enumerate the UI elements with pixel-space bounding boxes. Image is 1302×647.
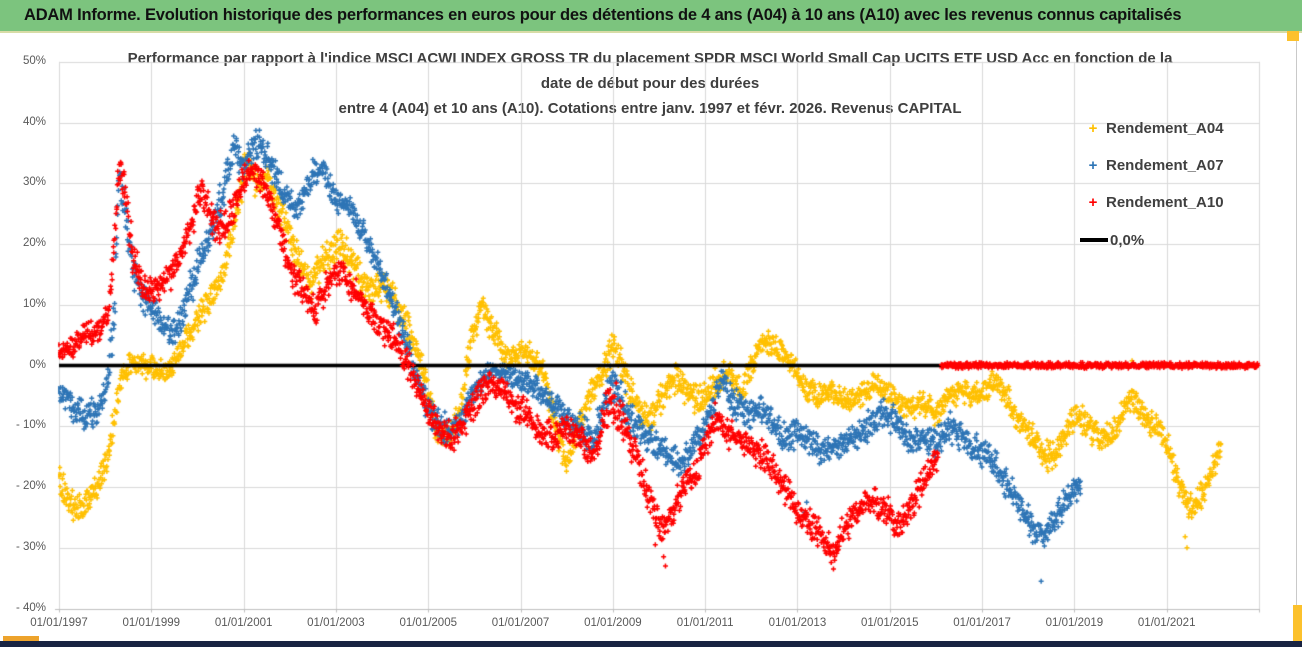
- legend-item-rendement-a10: + Rendement_A10: [1080, 192, 1224, 212]
- x-tick-label: 01/01/2021: [1137, 616, 1196, 629]
- x-tick-label: 01/01/2001: [214, 616, 273, 629]
- x-tick-label: 01/01/1997: [30, 616, 88, 629]
- legend-item-rendement-a07: + Rendement_A07: [1080, 155, 1224, 175]
- chart-border-line: [1296, 33, 1297, 605]
- y-tick-label: 10%: [22, 297, 46, 310]
- y-tick-label: - 20%: [15, 480, 46, 492]
- x-tick-label: 01/01/2007: [491, 616, 550, 629]
- y-tick-label: 0%: [29, 358, 46, 371]
- legend-zero-line-swatch: [1080, 238, 1108, 242]
- y-tick-label: - 40%: [15, 601, 46, 614]
- legend-label: Rendement_A07: [1106, 156, 1224, 174]
- y-tick-label: - 30%: [15, 540, 46, 553]
- y-tick-label: - 10%: [15, 419, 46, 432]
- y-tick-label: 20%: [22, 237, 46, 249]
- x-tick-label: 01/01/2003: [307, 616, 365, 629]
- y-tick-label: 40%: [22, 115, 46, 128]
- legend-plus-marker-icon: +: [1088, 193, 1098, 211]
- x-tick-label: 01/01/2017: [953, 616, 1011, 629]
- legend-item-rendement-a04: + Rendement_A04: [1080, 118, 1224, 138]
- x-tick-label: 01/01/2011: [676, 616, 734, 629]
- scroll-up-accent[interactable]: [1287, 31, 1299, 41]
- x-tick-label: 01/01/2013: [768, 616, 827, 629]
- legend-item-0-0-: 0,0%: [1080, 230, 1144, 250]
- horizontal-scrollbar-thumb[interactable]: [3, 636, 39, 643]
- legend-plus-marker-icon: +: [1088, 119, 1098, 137]
- legend-label: Rendement_A10: [1106, 193, 1224, 211]
- x-tick-label: 01/01/1999: [122, 616, 181, 629]
- y-tick-label: 50%: [22, 54, 46, 67]
- x-tick-label: 01/01/2015: [860, 616, 919, 629]
- x-tick-label: 01/01/2005: [399, 616, 457, 629]
- bottom-window-bar: [0, 641, 1302, 647]
- x-tick-label: 01/01/2009: [584, 616, 642, 629]
- vertical-scrollbar-thumb[interactable]: [1293, 605, 1302, 641]
- legend-label: Rendement_A04: [1106, 119, 1224, 137]
- y-tick-label: 30%: [22, 176, 46, 189]
- legend-label: 0,0%: [1110, 231, 1145, 249]
- x-tick-label: 01/01/2019: [1045, 616, 1104, 629]
- legend-plus-marker-icon: +: [1088, 156, 1098, 174]
